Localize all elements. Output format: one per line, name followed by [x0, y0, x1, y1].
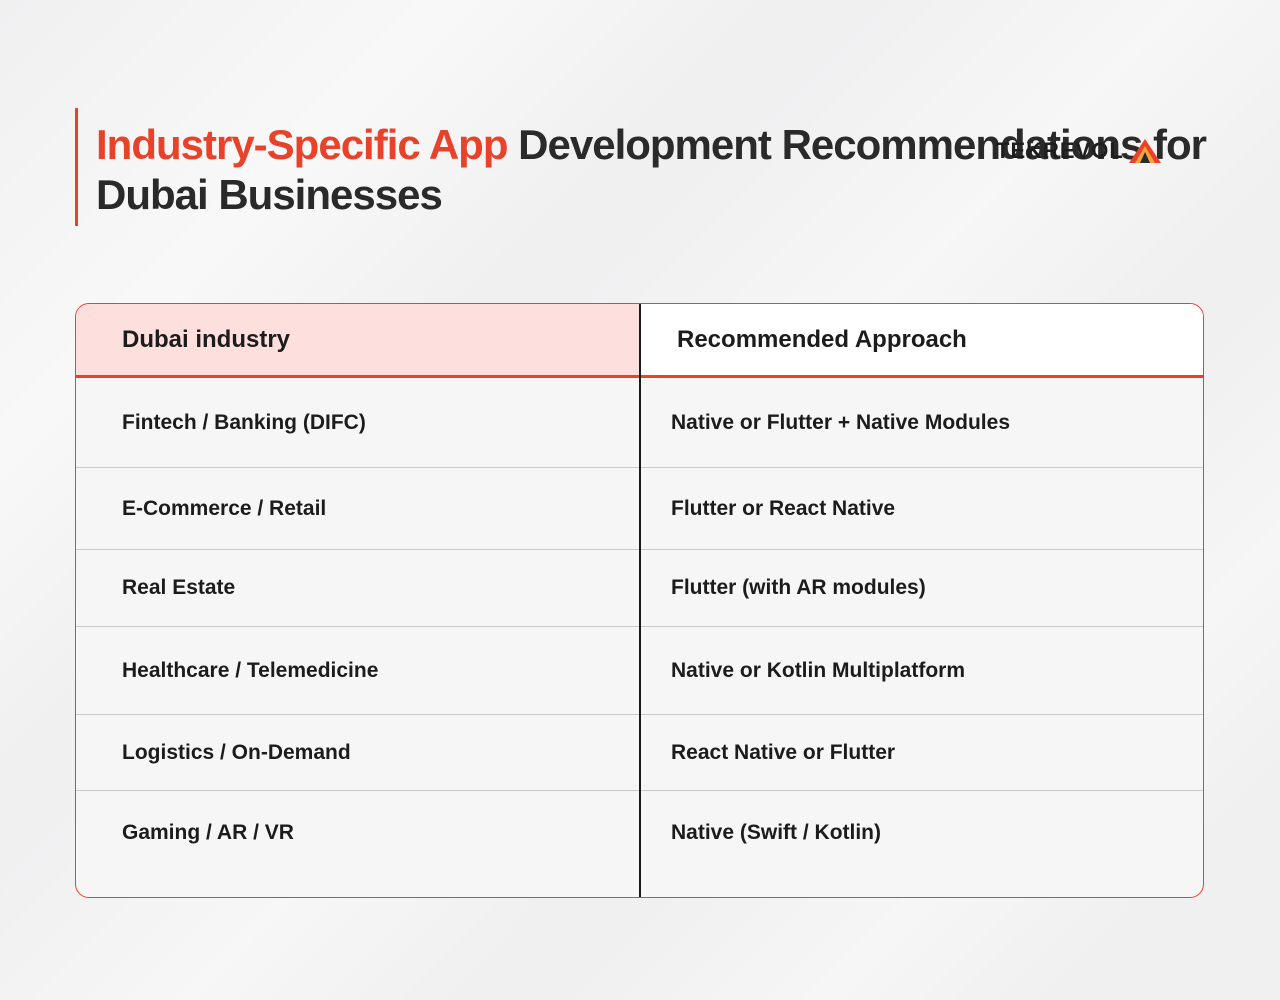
brand-logo: TEKREVOL	[996, 133, 1162, 169]
page-title-rest: Development Recommendations for Dubai Bu…	[96, 121, 1207, 218]
column-divider	[639, 304, 641, 897]
recommendations-table: Dubai industry Recommended Approach Fint…	[75, 303, 1204, 898]
column-header-approach: Recommended Approach	[640, 304, 1203, 375]
industry-cell: Gaming / AR / VR	[122, 821, 294, 844]
column-header-industry: Dubai industry	[76, 304, 640, 375]
page-title-accent: Industry-Specific App	[96, 121, 508, 168]
industry-cell: Logistics / On-Demand	[122, 740, 351, 764]
industry-cell: Real Estate	[122, 576, 236, 599]
approach-cell: Native or Kotlin Multiplatform	[671, 658, 965, 682]
approach-cell: Native or Flutter + Native Modules	[671, 410, 1010, 434]
approach-cell: Native (Swift / Kotlin)	[671, 821, 881, 844]
industry-cell: Healthcare / Telemedicine	[122, 658, 379, 682]
table-row: Gaming / AR / VR Native (Swift / Kotlin)	[76, 791, 1203, 875]
approach-cell: Flutter (with AR modules)	[671, 576, 926, 599]
approach-cell: Flutter or React Native	[671, 496, 896, 520]
page-title: Industry-Specific App Development Recomm…	[96, 108, 1280, 220]
logo-text: TEKREVOL	[996, 138, 1124, 163]
industry-cell: Fintech / Banking (DIFC)	[122, 410, 366, 434]
table-header: Dubai industry Recommended Approach	[76, 304, 1203, 378]
triangle-logo-icon	[1128, 139, 1161, 163]
industry-cell: E-Commerce / Retail	[122, 496, 327, 520]
table-body: Fintech / Banking (DIFC) Native or Flutt…	[76, 378, 1203, 875]
title-block: Industry-Specific App Development Recomm…	[75, 108, 1280, 226]
approach-cell: React Native or Flutter	[671, 740, 896, 764]
